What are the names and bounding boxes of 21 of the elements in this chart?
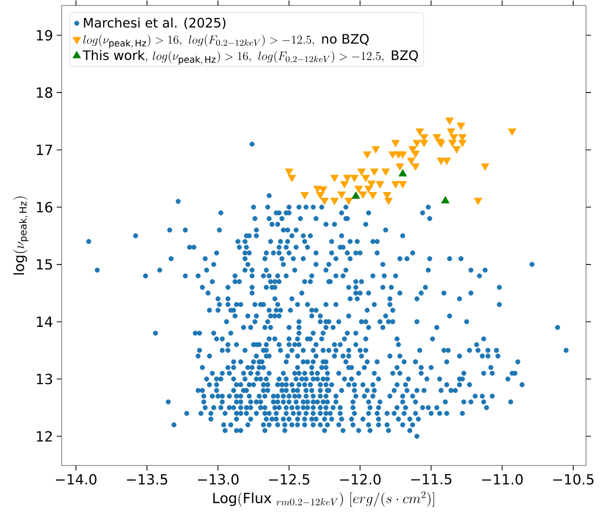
x-tick-label: −10.5: [553, 474, 594, 485]
x-tick-label: −11.5: [411, 474, 452, 484]
x-tick-label: −13.5: [126, 474, 168, 485]
y-tick-label: 18: [36, 87, 52, 98]
legend-label: Marchesi et al. (2025): [84, 18, 226, 30]
y-tick-label: 19: [36, 30, 52, 41]
y-tick-label: 17: [36, 144, 52, 155]
x-tick-label: −14.0: [56, 474, 96, 485]
y-tick-label: 16: [36, 202, 52, 212]
x-tick-label: −12.5: [269, 474, 310, 485]
y-tick-label: 13: [36, 374, 52, 384]
y-axis-title: $\mathrm{log}(\nu_{\mathrm{peak,\,Hz}})$: [13, 196, 29, 274]
legend-label: $\mathrm{This\ work,}\ log(\nu_{\mathrm{peak,\,Hz}}) > 16,\ log(F_{0.2-12keV}) > -12.5,\ \mathrm{BZQ}$: [82, 50, 418, 65]
y-tick-label: 12: [36, 431, 52, 442]
y-tick-label: 14: [36, 316, 52, 327]
x-tick-label: −12.0: [340, 474, 381, 485]
y-tick-label: 15: [36, 259, 52, 270]
x-tick-label: −13.0: [198, 474, 239, 485]
x-tick-label: −11.0: [482, 474, 523, 485]
x-axis-title: $\mathrm{Log(Flux}\ _{rm0.2-12keV})\ [erg/(s\cdot cm^{2})]$: [213, 491, 434, 507]
legend-label: $log(\nu_{\mathrm{peak,\,Hz}}) > 16,\ log(F_{0.2-12keV}) > -12.5,\ \mathrm{no\ BZQ}$: [83, 34, 369, 48]
